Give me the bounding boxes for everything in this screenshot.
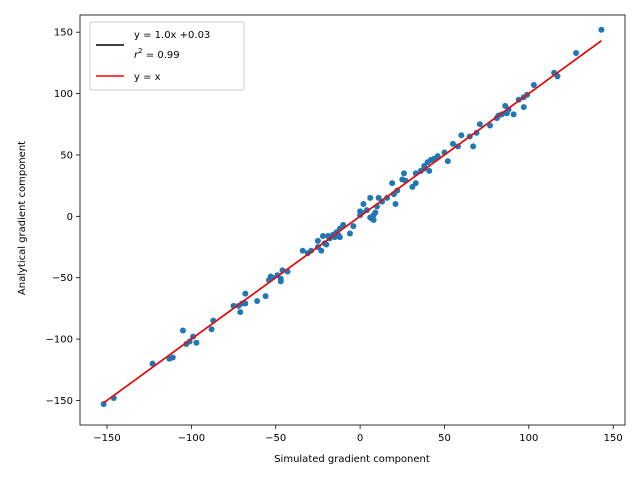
data-point <box>530 81 537 88</box>
data-point <box>598 26 605 33</box>
data-point <box>340 221 347 228</box>
data-point <box>350 223 357 230</box>
y-tick-label: −150 <box>46 396 73 407</box>
data-point <box>476 121 483 128</box>
data-point <box>169 354 176 361</box>
data-point <box>434 153 441 160</box>
x-axis-label: Simulated gradient component <box>274 454 430 465</box>
data-point <box>242 290 249 297</box>
y-tick-label: 100 <box>54 89 73 100</box>
data-point <box>444 158 451 165</box>
data-point <box>179 327 186 334</box>
data-point <box>193 339 200 346</box>
data-point <box>323 241 330 248</box>
y-axis-label: Analytical gradient component <box>17 141 28 295</box>
data-point <box>299 247 306 254</box>
y-tick-label: 150 <box>54 28 73 39</box>
plot-area <box>79 14 626 426</box>
y-tick-label: −100 <box>46 335 73 346</box>
x-tick-label: −150 <box>93 433 120 444</box>
data-point <box>277 278 284 285</box>
data-point <box>372 209 379 216</box>
y-tick-label: 50 <box>60 150 73 161</box>
x-tick-label: 150 <box>604 433 623 444</box>
data-point <box>360 201 367 208</box>
legend: y = 1.0x +0.03 r2 = 0.99 y = x <box>89 21 245 91</box>
legend-label-r-squared: r2 = 0.99 <box>134 47 180 61</box>
x-tick-label: −100 <box>178 433 205 444</box>
data-point <box>319 232 326 239</box>
legend-label-identity: y = x <box>134 72 161 83</box>
data-point <box>237 309 244 316</box>
y-tick-label: −50 <box>52 273 73 284</box>
data-point <box>336 234 343 241</box>
data-point <box>370 217 377 223</box>
data-point <box>254 298 261 305</box>
data-point <box>412 180 419 187</box>
data-point <box>346 230 353 237</box>
data-point <box>392 201 399 208</box>
data-point <box>314 237 321 244</box>
data-point <box>149 360 156 367</box>
plot-frame <box>79 14 626 426</box>
data-point <box>510 111 517 118</box>
data-point <box>470 143 477 150</box>
data-point <box>458 132 465 139</box>
x-tick-label: −50 <box>265 433 286 444</box>
legend-box <box>89 21 245 91</box>
data-point <box>318 247 325 254</box>
data-point <box>487 122 494 129</box>
identity-line <box>103 40 602 404</box>
data-point <box>573 50 580 57</box>
y-axis-ticks: −150 −100 −50 0 50 100 150 <box>46 28 80 407</box>
x-tick-label: 0 <box>357 433 363 444</box>
data-point <box>400 170 407 177</box>
data-point <box>208 326 215 333</box>
data-point <box>554 73 561 80</box>
data-point <box>449 140 456 147</box>
x-tick-label: 50 <box>438 433 451 444</box>
data-point <box>367 194 374 201</box>
legend-label-fit-equation: y = 1.0x +0.03 <box>134 30 210 41</box>
x-tick-label: 100 <box>519 433 538 444</box>
data-point <box>426 167 433 174</box>
data-point <box>389 180 396 187</box>
data-point <box>242 300 249 307</box>
x-axis-ticks: −150 −100 −50 0 50 100 150 <box>93 425 623 444</box>
data-point <box>520 104 527 111</box>
data-point <box>262 293 269 300</box>
y-tick-label: 0 <box>67 212 73 223</box>
